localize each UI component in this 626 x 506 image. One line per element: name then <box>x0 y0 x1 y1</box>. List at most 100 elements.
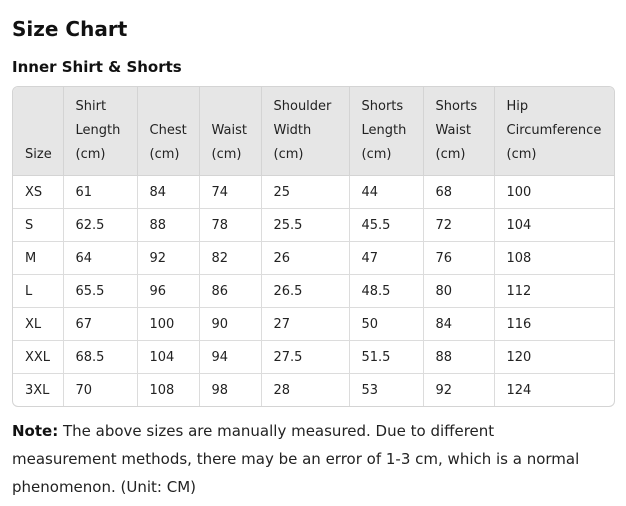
table-header-row: Size Shirt Length (cm) Chest (cm) Waist (cm) Sho… <box>13 87 614 176</box>
table-cell: 51.5 <box>349 340 424 374</box>
column-header-line: (cm) <box>211 147 242 162</box>
table-cell: 100 <box>494 175 614 209</box>
note-label: Note: <box>12 422 59 440</box>
column-header-line: Shoulder <box>273 99 332 114</box>
table-cell: 67 <box>63 307 138 341</box>
size-cell: XXL <box>13 340 64 374</box>
size-cell: 3XL <box>13 373 64 406</box>
column-header: Shorts Waist (cm) <box>423 87 495 176</box>
size-table-container: Size Shirt Length (cm) Chest (cm) Waist (cm) Sho… <box>12 86 615 407</box>
table-cell: 44 <box>349 175 424 209</box>
table-cell: 84 <box>137 175 200 209</box>
column-header-line: Waist <box>211 123 247 138</box>
table-cell: 27.5 <box>261 340 350 374</box>
column-header-line: Shorts <box>361 99 404 114</box>
table-cell: 94 <box>199 340 262 374</box>
page-title: Size Chart <box>12 17 128 41</box>
column-header-line: Width <box>273 123 312 138</box>
table-cell: 45.5 <box>349 208 424 242</box>
table-cell: 61 <box>63 175 138 209</box>
table-cell: 104 <box>494 208 614 242</box>
table-cell: 88 <box>137 208 200 242</box>
column-header-line: (cm) <box>361 147 392 162</box>
size-chart-table: Size Shirt Length (cm) Chest (cm) Waist (cm) Sho… <box>13 87 614 406</box>
table-cell: 72 <box>423 208 495 242</box>
table-cell: 92 <box>423 373 495 406</box>
table-cell: 104 <box>137 340 200 374</box>
table-cell: 92 <box>137 241 200 275</box>
table-row: XXL 68.5 104 94 27.5 51.5 88 120 <box>13 340 614 374</box>
column-header-line: Circumference <box>506 123 602 138</box>
column-header-line: (cm) <box>435 147 466 162</box>
table-cell: 25 <box>261 175 350 209</box>
column-header: Waist (cm) <box>199 87 262 176</box>
table-cell: 116 <box>494 307 614 341</box>
table-cell: 68 <box>423 175 495 209</box>
column-header-line: Shorts <box>435 99 478 114</box>
table-cell: 86 <box>199 274 262 308</box>
table-row: 3XL 70 108 98 28 53 92 124 <box>13 373 614 406</box>
table-cell: 28 <box>261 373 350 406</box>
table-cell: 65.5 <box>63 274 138 308</box>
table-cell: 82 <box>199 241 262 275</box>
table-cell: 80 <box>423 274 495 308</box>
table-cell: 100 <box>137 307 200 341</box>
column-header: Hip Circumference (cm) <box>494 87 614 176</box>
table-cell: 26.5 <box>261 274 350 308</box>
table-cell: 78 <box>199 208 262 242</box>
table-cell: 90 <box>199 307 262 341</box>
table-cell: 108 <box>137 373 200 406</box>
column-header: Shorts Length (cm) <box>349 87 424 176</box>
table-row: XL 67 100 90 27 50 84 116 <box>13 307 614 341</box>
table-cell: 48.5 <box>349 274 424 308</box>
table-cell: 98 <box>199 373 262 406</box>
table-cell: 26 <box>261 241 350 275</box>
table-cell: 74 <box>199 175 262 209</box>
table-cell: 64 <box>63 241 138 275</box>
table-cell: 84 <box>423 307 495 341</box>
table-cell: 62.5 <box>63 208 138 242</box>
column-header-line: Shirt <box>75 99 107 114</box>
column-header-line: (cm) <box>506 147 537 162</box>
column-header-line: Chest <box>149 123 187 138</box>
column-header: Shoulder Width (cm) <box>261 87 350 176</box>
column-header-line: Waist <box>435 123 471 138</box>
column-header: Shirt Length (cm) <box>63 87 138 176</box>
column-header: Chest (cm) <box>137 87 200 176</box>
column-header-line: Hip <box>506 99 529 114</box>
table-cell: 88 <box>423 340 495 374</box>
table-cell: 112 <box>494 274 614 308</box>
table-cell: 124 <box>506 382 532 398</box>
table-cell: 120 <box>494 340 614 374</box>
table-cell: 25.5 <box>261 208 350 242</box>
column-header-line: (cm) <box>273 147 304 162</box>
column-header-line: (cm) <box>149 147 180 162</box>
table-body: XS 61 84 74 25 44 68 100 S 62.5 88 78 25.5 45.5 72 104 M… <box>13 175 614 406</box>
column-header-line: Size <box>25 147 52 162</box>
column-header-line: Length <box>361 123 407 138</box>
table-row: S 62.5 88 78 25.5 45.5 72 104 <box>13 208 614 242</box>
column-header-line: Length <box>75 123 121 138</box>
size-cell: XS <box>13 175 64 209</box>
table-cell: 47 <box>349 241 424 275</box>
table-cell: 53 <box>349 373 424 406</box>
table-cell: 108 <box>494 241 614 275</box>
table-row: L 65.5 96 86 26.5 48.5 80 112 <box>13 274 614 308</box>
section-subtitle: Inner Shirt & Shorts <box>12 58 182 76</box>
table-row: M 64 92 82 26 47 76 108 <box>13 241 614 275</box>
table-cell: 50 <box>349 307 424 341</box>
column-header: Size <box>13 87 64 176</box>
column-header-line: (cm) <box>75 147 106 162</box>
note-text: The above sizes are manually measured. D… <box>12 422 580 496</box>
size-cell: L <box>13 274 64 308</box>
table-cell: 96 <box>137 274 200 308</box>
note-paragraph: Note: The above sizes are manually measu… <box>12 417 602 501</box>
table-row: XS 61 84 74 25 44 68 100 <box>13 175 614 209</box>
table-cell: 76 <box>423 241 495 275</box>
size-cell: M <box>13 241 64 275</box>
size-cell: S <box>13 208 64 242</box>
table-cell: 70 <box>63 373 138 406</box>
size-cell: XL <box>13 307 64 341</box>
table-cell: 68.5 <box>63 340 138 374</box>
table-cell: 27 <box>261 307 350 341</box>
